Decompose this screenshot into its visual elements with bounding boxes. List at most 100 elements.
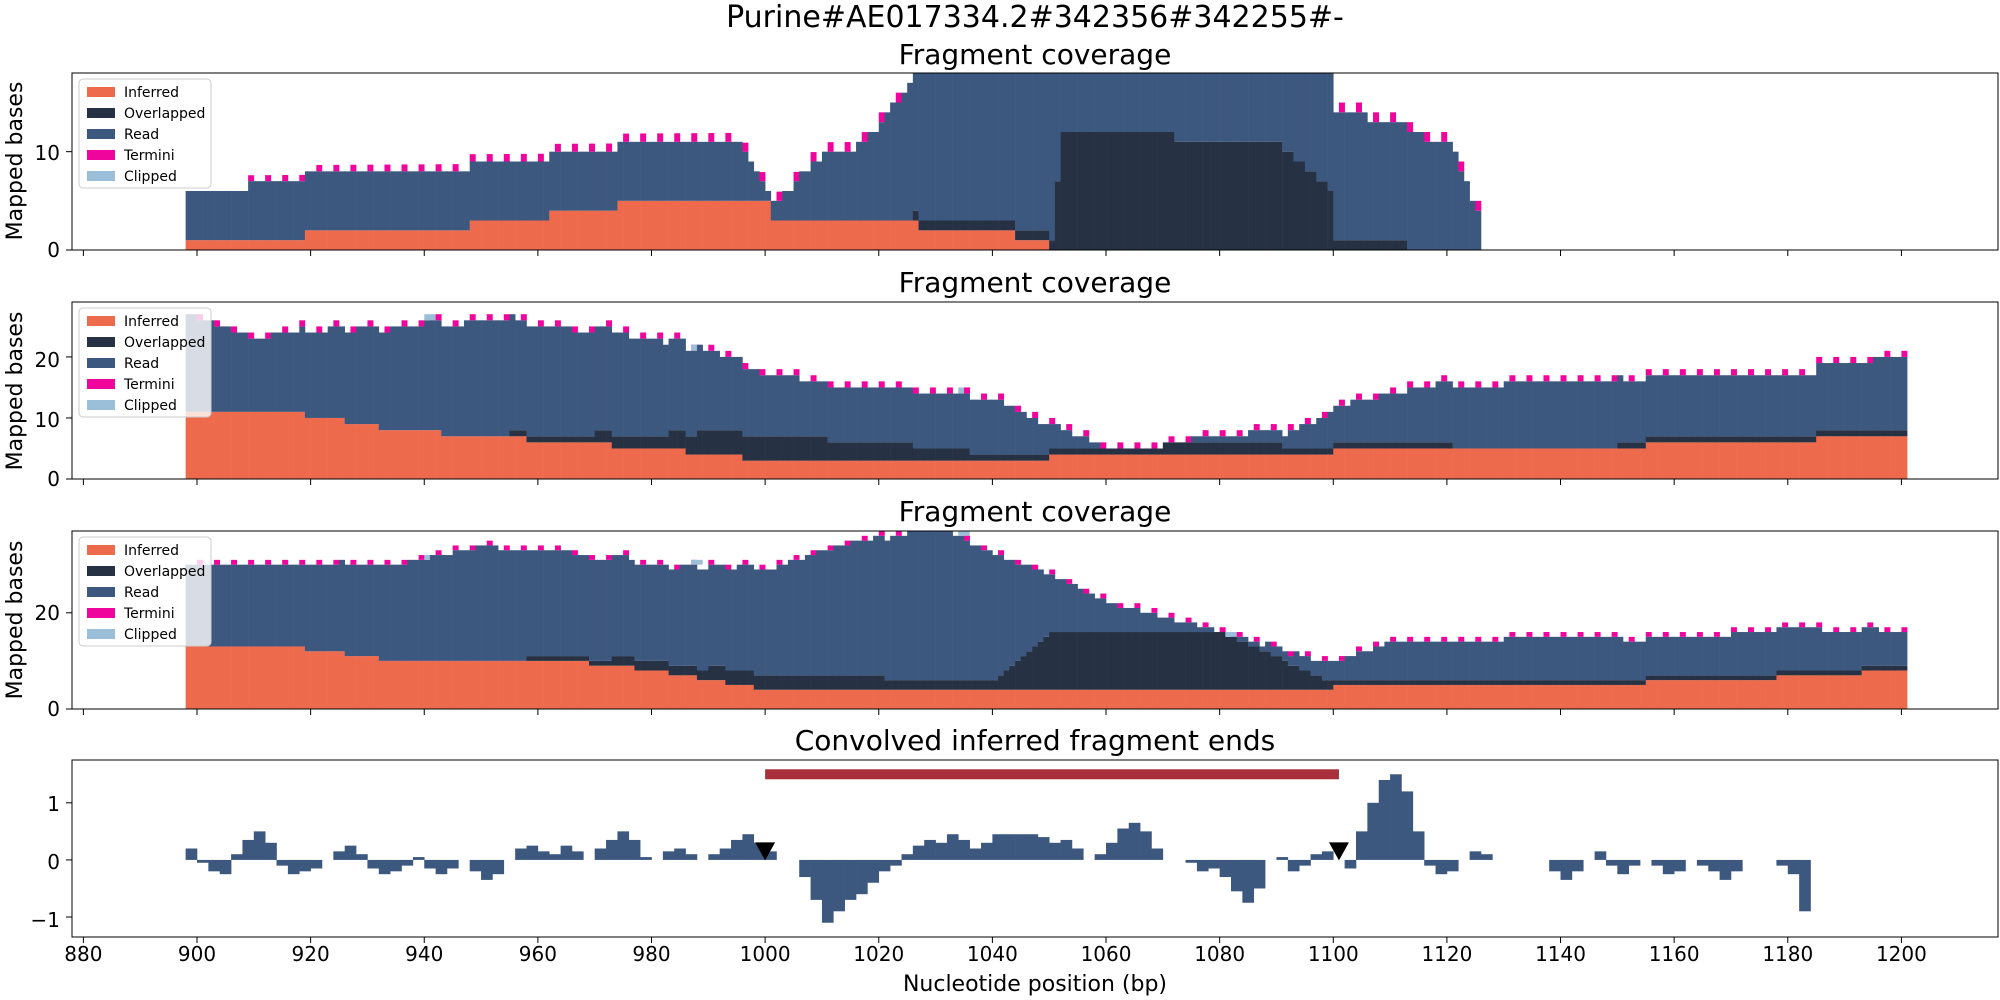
read-bar (1276, 646, 1283, 657)
inferred-bar (1185, 689, 1192, 709)
inferred-bar (1657, 680, 1664, 709)
termini-bar (1287, 651, 1294, 657)
conv-bar (1367, 802, 1380, 860)
inferred-bar (787, 460, 794, 479)
overlapped-bar (804, 675, 811, 690)
read-bar (1810, 627, 1817, 671)
read-bar (1054, 73, 1061, 182)
read-bar (1549, 636, 1556, 681)
overlapped-bar (1174, 442, 1181, 455)
read-bar (1498, 641, 1505, 681)
overlapped-bar (1106, 448, 1112, 455)
read-bar (1128, 73, 1135, 132)
conv-bar (1219, 859, 1232, 878)
overlapped-bar (1446, 442, 1453, 449)
overlapped-bar (1253, 442, 1260, 455)
read-bar (1628, 641, 1635, 681)
inferred-bar (998, 689, 1005, 709)
overlapped-bar (1759, 675, 1766, 681)
termini-bar (1305, 34, 1311, 44)
termini-bar (418, 164, 425, 172)
overlapped-bar (1134, 448, 1141, 455)
legend-swatch-inferred (87, 87, 115, 97)
read-bar (1020, 411, 1027, 455)
overlapped-bar (725, 430, 732, 455)
overlapped-bar (1515, 680, 1522, 685)
read-bar (793, 559, 800, 676)
overlapped-bar (1015, 454, 1022, 461)
inferred-bar (1475, 684, 1482, 709)
termini-bar (1015, 559, 1022, 565)
inferred-bar (509, 436, 516, 479)
inferred-bar (282, 240, 289, 250)
overlapped-bar (1753, 436, 1760, 443)
inferred-bar (1231, 454, 1237, 479)
inferred-bar (293, 646, 300, 709)
termini-bar (1594, 375, 1601, 382)
read-bar (1793, 375, 1800, 437)
read-bar (1265, 73, 1272, 142)
inferred-bar (304, 417, 311, 479)
read-bar (793, 375, 800, 437)
inferred-bar (1725, 442, 1732, 479)
panel-4-title: Convolved inferred fragment ends (795, 724, 1276, 757)
inferred-bar (367, 424, 374, 479)
read-bar (1327, 660, 1334, 681)
inferred-bar (787, 220, 794, 250)
overlapped-bar (1293, 448, 1300, 455)
overlapped-bar (623, 436, 630, 449)
inferred-bar (1509, 448, 1516, 479)
conv-bar (878, 859, 891, 872)
inferred-bar (963, 230, 970, 250)
conv-bar (1106, 842, 1118, 860)
read-bar (1742, 375, 1749, 437)
conv-bar (1390, 774, 1402, 860)
overlapped-bar (1441, 442, 1448, 449)
read-bar (1117, 607, 1124, 633)
read-bar (1435, 141, 1442, 250)
inferred-bar (833, 460, 840, 479)
inferred-bar (1526, 448, 1533, 479)
overlapped-bar (929, 448, 936, 461)
inferred-bar (935, 689, 942, 709)
xtick-label: 1160 (1649, 942, 1700, 966)
inferred-bar (219, 411, 226, 479)
inferred-bar (577, 210, 584, 250)
overlapped-bar (1458, 680, 1465, 685)
inferred-bar (571, 210, 578, 250)
conv-bar (1003, 834, 1016, 860)
read-bar (1128, 607, 1135, 633)
overlapped-bar (1327, 191, 1334, 250)
read-bar (895, 535, 902, 681)
overlapped-bar (1713, 675, 1720, 681)
read-bar (196, 191, 203, 241)
inferred-bar (1827, 436, 1834, 479)
read-bar (1730, 375, 1737, 437)
read-bar (441, 171, 448, 231)
read-bar (1259, 430, 1266, 443)
overlapped-bar (787, 675, 794, 690)
inferred-bar (901, 220, 908, 250)
read-bar (293, 332, 300, 412)
overlapped-bar (532, 656, 539, 661)
overlapped-bar (1287, 151, 1294, 250)
read-bar (1043, 73, 1050, 231)
overlapped-bar (935, 448, 942, 461)
inferred-bar (1458, 448, 1465, 479)
overlapped-bar (1810, 670, 1817, 676)
read-bar (1696, 636, 1703, 676)
read-bar (1623, 641, 1630, 681)
read-bar (946, 73, 953, 221)
overlapped-bar (1730, 436, 1737, 443)
overlapped-bar (714, 430, 720, 455)
overlapped-bar (1276, 442, 1283, 455)
read-bar (424, 559, 431, 661)
read-bar (1412, 132, 1419, 250)
read-bar (1350, 112, 1357, 241)
legend: Inferred Overlapped Read Termini Clipped (78, 307, 212, 418)
read-bar (339, 326, 346, 418)
overlapped-bar (1128, 632, 1135, 690)
read-bar (1486, 641, 1493, 681)
overlapped-bar (1435, 680, 1442, 685)
read-bar (270, 332, 277, 412)
